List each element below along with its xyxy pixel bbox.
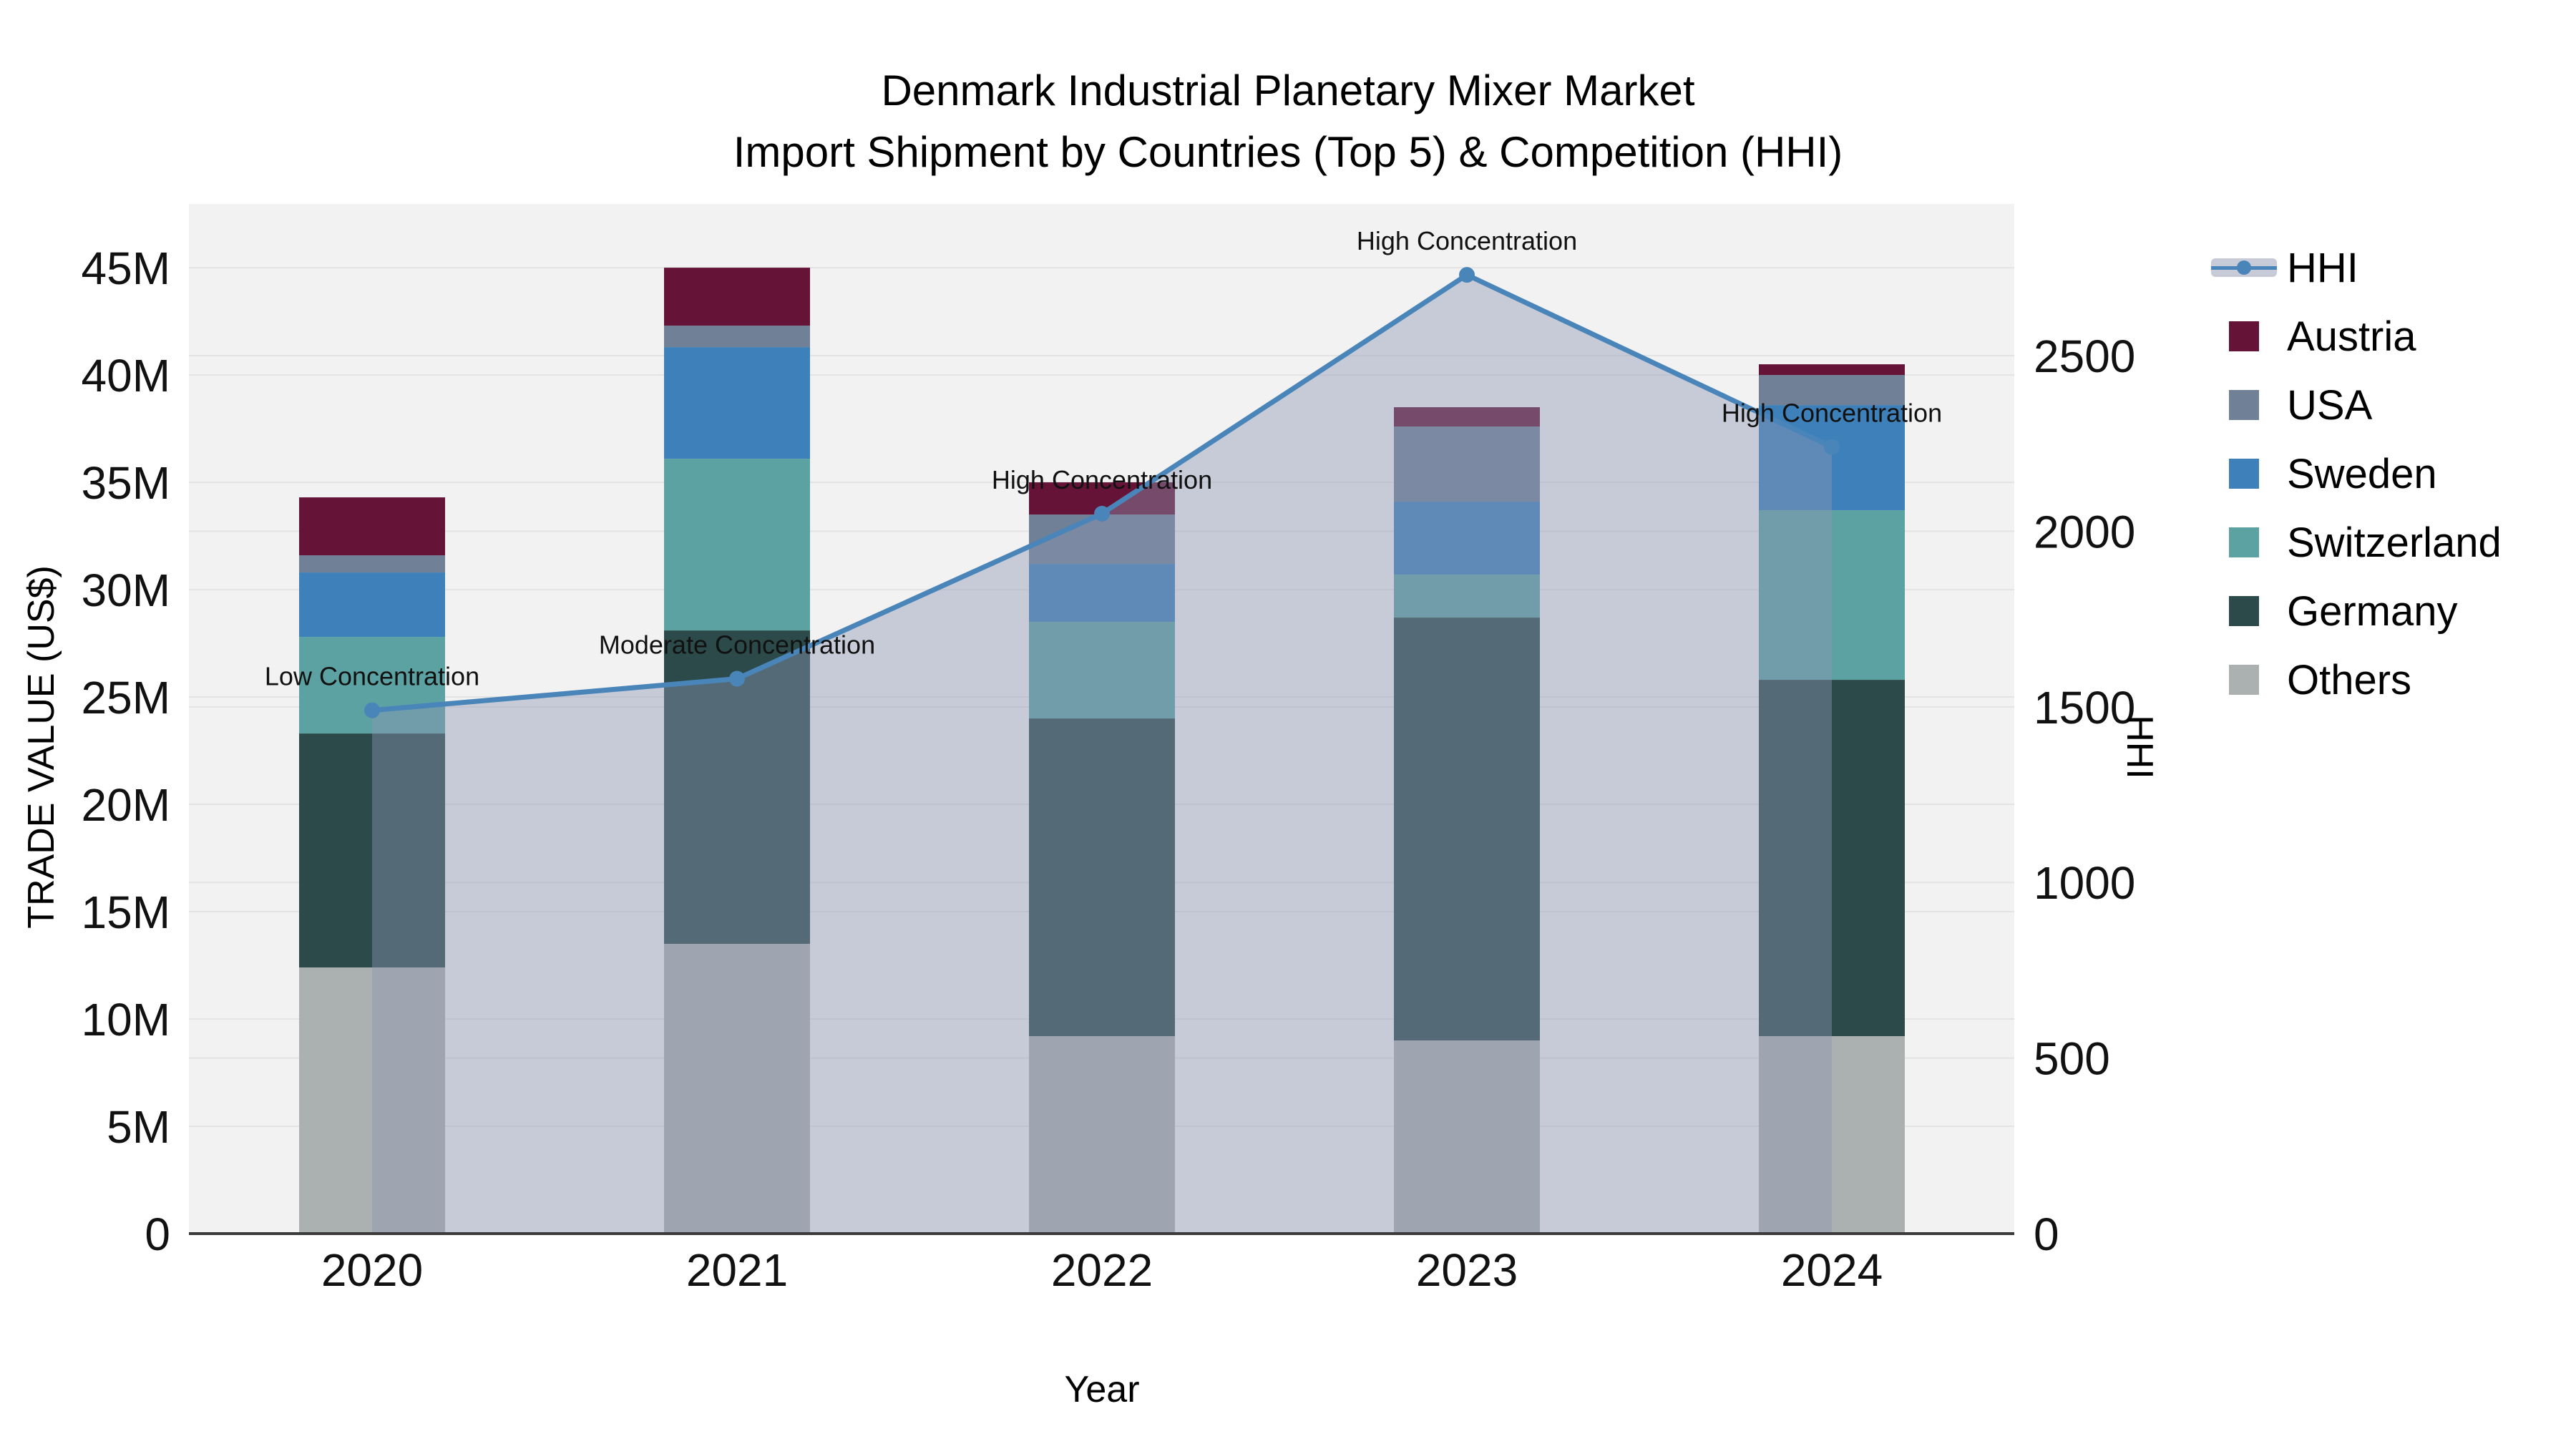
- legend-item-hhi[interactable]: HHI: [2204, 244, 2502, 291]
- y-right-tick-label: 2000: [2034, 506, 2135, 557]
- bar-segment-switzerland-2021[interactable]: [664, 459, 810, 631]
- y-right-tick-label: 2500: [2034, 331, 2135, 382]
- hhi-area-fill: [372, 275, 1832, 1234]
- x-tick-label: 2022: [1051, 1244, 1153, 1296]
- x-tick-label: 2020: [321, 1244, 423, 1296]
- bar-segment-others-2021[interactable]: [664, 944, 810, 1234]
- bar-segment-others-2022[interactable]: [1029, 1036, 1175, 1234]
- y-right-tick-label: 1500: [2034, 682, 2135, 733]
- x-tick-label: 2024: [1781, 1244, 1883, 1296]
- legend-color-swatch-icon: [2204, 527, 2284, 557]
- x-axis-title: Year: [1064, 1369, 1140, 1410]
- legend: HHI Austria USA Sweden Switzerland Germany Oth…: [2204, 244, 2502, 725]
- hhi-annotation: Moderate Concentration: [599, 630, 875, 660]
- bar-segment-usa-2022[interactable]: [1029, 514, 1175, 565]
- legend-item-switzerland[interactable]: Switzerland: [2204, 519, 2502, 566]
- hhi-point-2022[interactable]: [1094, 505, 1110, 522]
- bar-segment-switzerland-2022[interactable]: [1029, 622, 1175, 719]
- hhi-point-2020[interactable]: [364, 702, 380, 718]
- chart-title-line2: Import Shipment by Countries (Top 5) & C…: [733, 128, 1843, 176]
- y-left-tick-label: 15M: [82, 887, 171, 938]
- hhi-annotation: High Concentration: [1357, 226, 1577, 255]
- legend-item-austria[interactable]: Austria: [2204, 313, 2502, 360]
- legend-color-swatch-icon: [2204, 459, 2284, 489]
- legend-label: USA: [2287, 381, 2373, 429]
- y-left-tick-label: 20M: [82, 779, 171, 831]
- bar-segment-usa-2024[interactable]: [1759, 375, 1905, 406]
- bar-segment-usa-2023[interactable]: [1394, 426, 1540, 502]
- bar-segment-sweden-2022[interactable]: [1029, 564, 1175, 623]
- legend-item-usa[interactable]: USA: [2204, 381, 2502, 429]
- bar-segment-germany-2024[interactable]: [1759, 680, 1905, 1037]
- y-left-tick-label: 45M: [82, 243, 171, 294]
- y-left-tick-label: 0: [145, 1209, 170, 1260]
- bar-segment-sweden-2020[interactable]: [299, 572, 445, 638]
- legend-item-sweden[interactable]: Sweden: [2204, 450, 2502, 497]
- hhi-annotation: High Concentration: [992, 465, 1212, 494]
- hhi-point-2024[interactable]: [1824, 439, 1840, 455]
- hhi-point-2021[interactable]: [729, 670, 745, 687]
- bar-segment-usa-2020[interactable]: [299, 555, 445, 573]
- y-right-tick-label: 1000: [2034, 857, 2135, 909]
- x-tick-label: 2023: [1416, 1244, 1518, 1296]
- legend-label: Austria: [2287, 313, 2416, 360]
- legend-label: Germany: [2287, 587, 2458, 635]
- legend-color-swatch-icon: [2204, 321, 2284, 351]
- bar-segment-others-2023[interactable]: [1394, 1040, 1540, 1234]
- legend-item-others[interactable]: Others: [2204, 656, 2502, 703]
- legend-label: Others: [2287, 656, 2412, 703]
- legend-label: Switzerland: [2287, 519, 2502, 566]
- legend-line-marker-icon: [2204, 258, 2284, 277]
- y-left-tick-label: 10M: [82, 994, 171, 1045]
- legend-color-swatch-icon: [2204, 390, 2284, 420]
- hhi-point-2023[interactable]: [1459, 267, 1475, 283]
- bar-segment-austria-2021[interactable]: [664, 268, 810, 326]
- hhi-annotation: High Concentration: [1722, 399, 1942, 428]
- bar-segment-austria-2020[interactable]: [299, 497, 445, 556]
- y-left-tick-label: 5M: [107, 1101, 170, 1153]
- legend-item-germany[interactable]: Germany: [2204, 587, 2502, 635]
- bar-segment-germany-2023[interactable]: [1394, 618, 1540, 1041]
- y-left-tick-label: 30M: [82, 565, 171, 616]
- bar-segment-austria-2024[interactable]: [1759, 364, 1905, 376]
- y-left-tick-label: 25M: [82, 672, 171, 723]
- legend-color-swatch-icon: [2204, 596, 2284, 626]
- bar-segment-sweden-2023[interactable]: [1394, 502, 1540, 575]
- bar-segment-others-2020[interactable]: [299, 967, 445, 1234]
- legend-label: HHI: [2287, 244, 2358, 291]
- bar-segment-sweden-2021[interactable]: [664, 347, 810, 459]
- bar-segment-switzerland-2024[interactable]: [1759, 510, 1905, 680]
- bar-segment-switzerland-2023[interactable]: [1394, 575, 1540, 618]
- chart-title-line1: Denmark Industrial Planetary Mixer Marke…: [881, 67, 1695, 114]
- y-axis-title-right: HHI: [2119, 715, 2160, 779]
- y-left-tick-label: 40M: [82, 350, 171, 401]
- legend-color-swatch-icon: [2204, 665, 2284, 695]
- x-tick-label: 2021: [686, 1244, 788, 1296]
- y-axis-title-left: TRADE VALUE (US$): [21, 565, 62, 929]
- y-right-tick-label: 500: [2034, 1033, 2110, 1085]
- bar-segment-austria-2023[interactable]: [1394, 407, 1540, 427]
- bar-segment-usa-2021[interactable]: [664, 326, 810, 348]
- bar-segment-others-2024[interactable]: [1759, 1036, 1905, 1234]
- hhi-annotation: Low Concentration: [265, 662, 479, 691]
- bar-segment-germany-2022[interactable]: [1029, 718, 1175, 1037]
- bar-segment-germany-2020[interactable]: [299, 733, 445, 968]
- y-left-tick-label: 35M: [82, 457, 171, 509]
- legend-label: Sweden: [2287, 450, 2437, 497]
- y-right-tick-label: 0: [2034, 1209, 2059, 1260]
